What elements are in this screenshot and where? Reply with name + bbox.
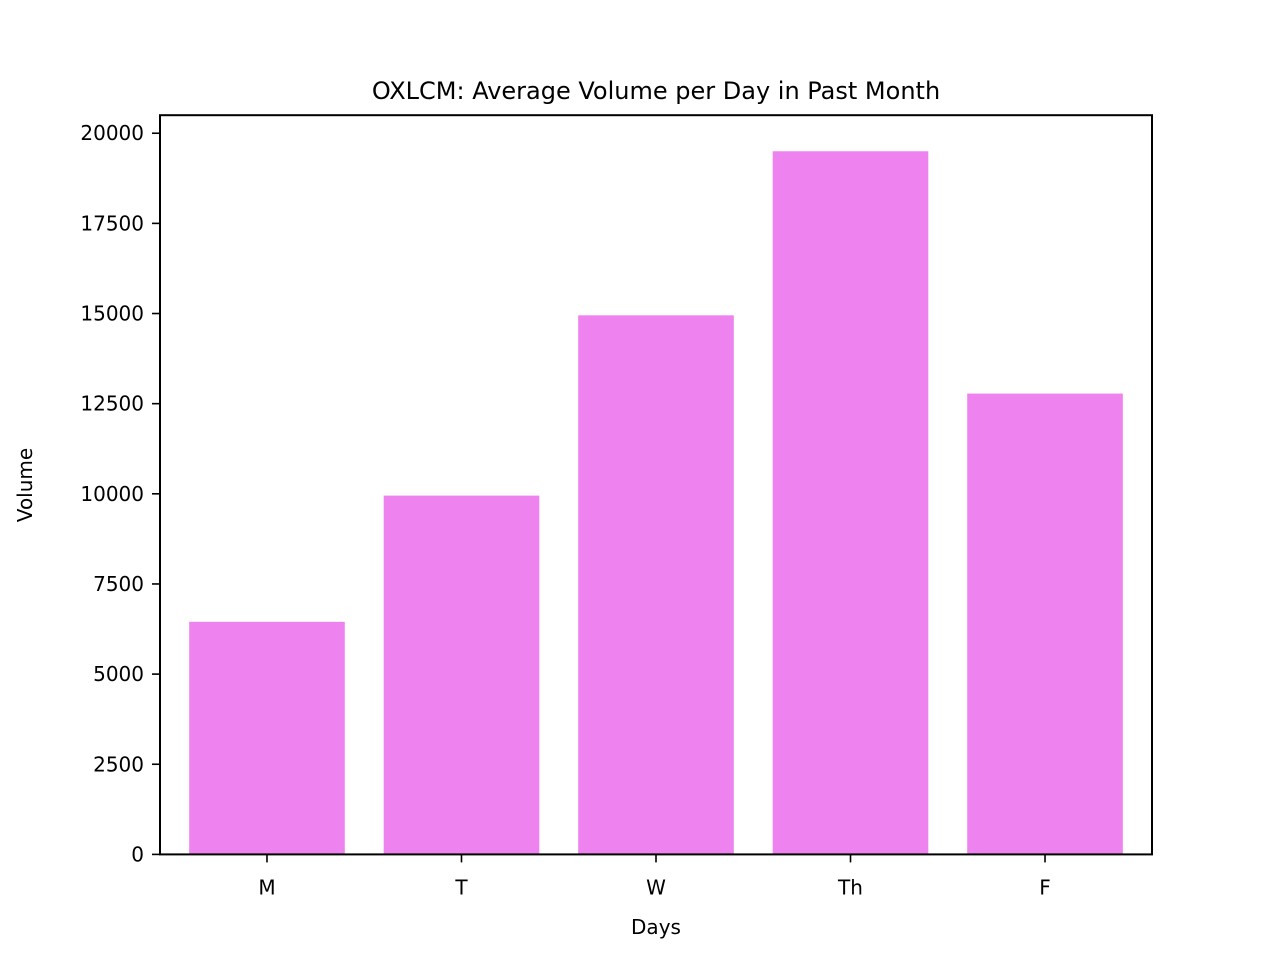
- y-axis-ticks: 0 2500 5000 7500 10000 12500 15000 17500 20000: [80, 121, 160, 866]
- y-tick-label: 20000: [80, 121, 144, 145]
- y-tick-label: 15000: [80, 302, 144, 326]
- x-tick-label: T: [454, 875, 468, 899]
- x-tick-label: Th: [837, 875, 863, 899]
- y-tick-label: 0: [131, 842, 144, 866]
- bar-t: [383, 495, 540, 855]
- bar-w: [578, 315, 734, 855]
- chart-title: OXLCM: Average Volume per Day in Past Mo…: [372, 77, 940, 105]
- y-tick-label: 17500: [80, 211, 144, 235]
- y-tick-label: 12500: [80, 392, 144, 416]
- y-axis-label: Volume: [13, 448, 37, 522]
- bar-f: [967, 393, 1123, 855]
- plot-frame: [159, 114, 1153, 856]
- x-tick-label: W: [646, 875, 666, 899]
- x-tick-label: F: [1039, 875, 1051, 899]
- y-tick-label: 2500: [93, 752, 144, 776]
- x-tick-label: M: [258, 875, 275, 899]
- y-tick-label: 5000: [93, 662, 144, 686]
- bar-m: [189, 621, 345, 855]
- y-tick-label: 7500: [93, 572, 144, 596]
- x-axis-ticks: M T W Th F: [258, 854, 1051, 899]
- y-tick-label: 10000: [80, 482, 144, 506]
- bars-group: [189, 151, 1123, 855]
- x-axis-label: Days: [631, 915, 681, 939]
- bar-th: [772, 151, 929, 855]
